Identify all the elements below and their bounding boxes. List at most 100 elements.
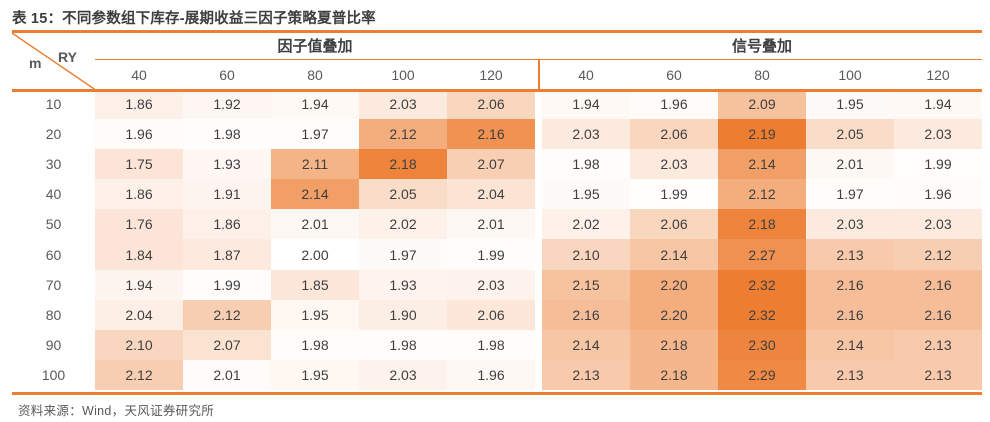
heatmap-cell: 2.01 — [806, 149, 894, 180]
heatmap-cell: 1.85 — [271, 269, 359, 300]
heatmap-cell: 1.98 — [183, 119, 271, 150]
heatmap-cell: 2.07 — [183, 329, 271, 360]
table-top-border — [12, 30, 982, 33]
heatmap-cell: 2.01 — [447, 209, 535, 240]
heatmap-cell: 2.06 — [630, 119, 718, 150]
heatmap-cell: 2.00 — [271, 239, 359, 270]
row-header: 60 — [45, 246, 62, 263]
heatmap-cell: 2.03 — [359, 89, 447, 120]
heatmap-cell: 2.32 — [718, 269, 806, 300]
heatmap-cell: 2.04 — [95, 299, 183, 330]
heatmap-cell: 1.95 — [542, 179, 630, 210]
heatmap-cell: 2.03 — [806, 209, 894, 240]
heatmap-cell: 2.06 — [630, 209, 718, 240]
heatmap-cell: 2.18 — [630, 359, 718, 390]
row-axis-label: m — [29, 54, 42, 71]
header-bottom-border — [12, 89, 982, 92]
heatmap-cell: 2.06 — [447, 89, 535, 120]
heatmap-cell: 2.16 — [894, 269, 982, 300]
column-header: 40 — [578, 66, 594, 83]
heatmap-cell: 2.12 — [359, 119, 447, 150]
heatmap-cell: 2.02 — [359, 209, 447, 240]
heatmap-cell: 2.16 — [542, 299, 630, 330]
heatmap-cell: 1.96 — [95, 119, 183, 150]
heatmap-cell: 2.05 — [359, 179, 447, 210]
heatmap-cell: 1.97 — [359, 239, 447, 270]
heatmap-cell: 2.16 — [447, 119, 535, 150]
heatmap-cell: 2.14 — [806, 329, 894, 360]
heatmap-cell: 2.14 — [630, 239, 718, 270]
row-header: 100 — [41, 366, 66, 383]
heatmap-cell: 1.97 — [806, 179, 894, 210]
heatmap-cell: 1.90 — [359, 299, 447, 330]
heatmap-cell: 1.93 — [183, 149, 271, 180]
heatmap-cell: 2.16 — [894, 299, 982, 330]
heatmap-cell: 2.14 — [718, 149, 806, 180]
heatmap-cell: 2.06 — [447, 299, 535, 330]
column-header: 80 — [307, 66, 323, 83]
heatmap-cell: 1.96 — [894, 179, 982, 210]
heatmap-cell: 1.99 — [894, 149, 982, 180]
row-header: 30 — [45, 156, 62, 173]
column-header: 120 — [479, 66, 503, 83]
heatmap-cell: 2.16 — [806, 299, 894, 330]
heatmap-cell: 1.95 — [271, 299, 359, 330]
group-divider-line — [537, 60, 540, 89]
heatmap-cell: 1.96 — [630, 89, 718, 120]
heatmap-cell: 2.12 — [894, 239, 982, 270]
column-header: 60 — [219, 66, 235, 83]
heatmap-cell: 2.15 — [542, 269, 630, 300]
column-header: 40 — [131, 66, 147, 83]
heatmap-cell: 1.97 — [271, 119, 359, 150]
heatmap-cell: 2.30 — [718, 329, 806, 360]
heatmap-cell: 1.98 — [271, 329, 359, 360]
table-bottom-border — [12, 392, 982, 395]
heatmap-cell: 2.01 — [183, 359, 271, 390]
heatmap-cell: 1.98 — [447, 329, 535, 360]
heatmap-cell: 2.13 — [894, 359, 982, 390]
table-grid: m RY 因子值叠加 信号叠加 40 60 80 100 120 40 60 80 100 120… — [12, 32, 982, 390]
heatmap-cell: 2.04 — [447, 179, 535, 210]
heatmap-cell: 2.18 — [359, 149, 447, 180]
row-header: 10 — [45, 96, 62, 113]
heatmap-cell: 1.93 — [359, 269, 447, 300]
heatmap-cell: 2.14 — [542, 329, 630, 360]
heatmap-cell: 2.12 — [95, 359, 183, 390]
table-title: 表 15：不同参数组下库存-展期收益三因子策略夏普比率 — [12, 11, 376, 27]
heatmap-cell: 2.18 — [718, 209, 806, 240]
column-header: 80 — [754, 66, 770, 83]
heatmap-cell: 1.94 — [271, 89, 359, 120]
heatmap-cell: 1.84 — [95, 239, 183, 270]
row-header: 50 — [45, 216, 62, 233]
heatmap-cell: 1.86 — [183, 209, 271, 240]
column-header: 100 — [391, 66, 415, 83]
heatmap-cell: 1.76 — [95, 209, 183, 240]
group-header-factor: 因子值叠加 — [95, 33, 535, 60]
row-header: 20 — [45, 126, 62, 143]
heatmap-cell: 2.20 — [630, 269, 718, 300]
heatmap-cell: 1.95 — [271, 359, 359, 390]
heatmap-cell: 1.92 — [183, 89, 271, 120]
heatmap-cell: 1.86 — [95, 179, 183, 210]
heatmap-cell: 2.02 — [542, 209, 630, 240]
heatmap-cell: 2.13 — [806, 359, 894, 390]
heatmap-cell: 1.94 — [894, 89, 982, 120]
heatmap-cell: 1.98 — [359, 329, 447, 360]
row-header: 70 — [45, 276, 62, 293]
heatmap-cell: 2.03 — [894, 119, 982, 150]
heatmap-cell: 2.14 — [271, 179, 359, 210]
heatmap-cell: 1.98 — [542, 149, 630, 180]
column-header: 60 — [666, 66, 682, 83]
corner-header-cell: m RY — [12, 32, 95, 89]
heatmap-cell: 2.13 — [542, 359, 630, 390]
heatmap-cell: 2.03 — [630, 149, 718, 180]
heatmap-cell: 2.16 — [806, 269, 894, 300]
heatmap-cell: 1.94 — [95, 269, 183, 300]
heatmap-cell: 2.09 — [718, 89, 806, 120]
heatmap-cell: 1.95 — [806, 89, 894, 120]
col-axis-label: RY — [58, 48, 77, 65]
heatmap-cell: 1.86 — [95, 89, 183, 120]
heatmap-cell: 2.27 — [718, 239, 806, 270]
source-note: 资料来源：Wind，天风证券研究所 — [18, 404, 215, 418]
